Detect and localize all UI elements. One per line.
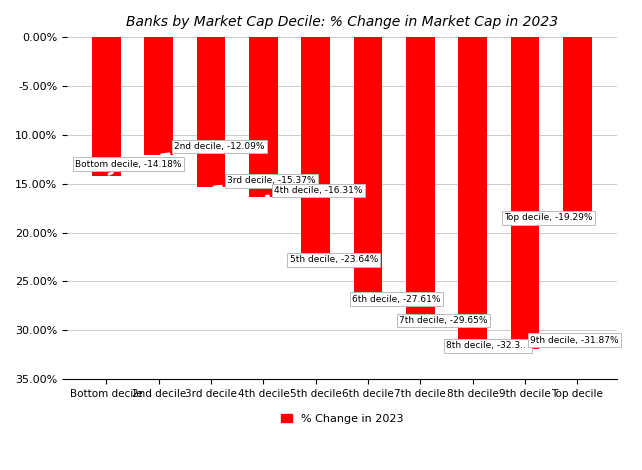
Bar xyxy=(354,37,383,307)
Text: Top decile, -19.29%: Top decile, -19.29% xyxy=(504,213,593,226)
Bar xyxy=(92,37,121,176)
Bar xyxy=(406,37,435,327)
Text: 4th decile, -16.31%: 4th decile, -16.31% xyxy=(266,186,362,196)
Text: 7th decile, -29.65%: 7th decile, -29.65% xyxy=(399,316,488,326)
Bar xyxy=(196,37,225,188)
Text: Bottom decile, -14.18%: Bottom decile, -14.18% xyxy=(75,160,182,174)
Legend: % Change in 2023: % Change in 2023 xyxy=(276,409,408,428)
Bar xyxy=(510,37,539,349)
Bar xyxy=(144,37,173,155)
Text: 5th decile, -23.64%: 5th decile, -23.64% xyxy=(290,255,378,268)
Bar xyxy=(301,37,330,268)
Bar xyxy=(249,37,278,196)
Text: 2nd decile, -12.09%: 2nd decile, -12.09% xyxy=(162,142,265,155)
Bar xyxy=(563,37,592,226)
Text: 6th decile, -27.61%: 6th decile, -27.61% xyxy=(352,295,441,307)
Bar xyxy=(458,37,487,353)
Text: 3rd decile, -15.37%: 3rd decile, -15.37% xyxy=(214,176,315,187)
Title: Banks by Market Cap Decile: % Change in Market Cap in 2023: Banks by Market Cap Decile: % Change in … xyxy=(126,15,558,29)
Text: 9th decile, -31.87%: 9th decile, -31.87% xyxy=(528,336,619,348)
Text: 8th decile, -32.3...: 8th decile, -32.3... xyxy=(446,341,529,352)
